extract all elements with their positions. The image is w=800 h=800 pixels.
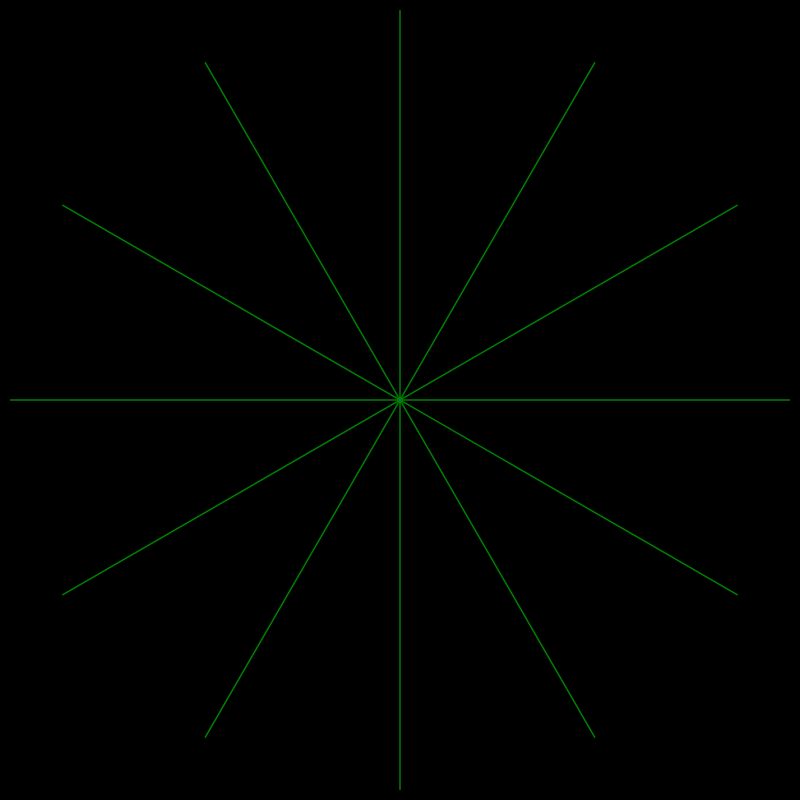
radial-line-11 bbox=[400, 205, 738, 400]
radial-line-8 bbox=[205, 62, 400, 400]
radial-line-5 bbox=[62, 400, 400, 595]
radial-line-1 bbox=[400, 400, 738, 595]
radial-line-4 bbox=[205, 400, 400, 738]
radial-lines-diagram bbox=[0, 0, 800, 800]
radial-line-7 bbox=[62, 205, 400, 400]
radial-line-2 bbox=[400, 400, 595, 738]
radial-line-10 bbox=[400, 62, 595, 400]
